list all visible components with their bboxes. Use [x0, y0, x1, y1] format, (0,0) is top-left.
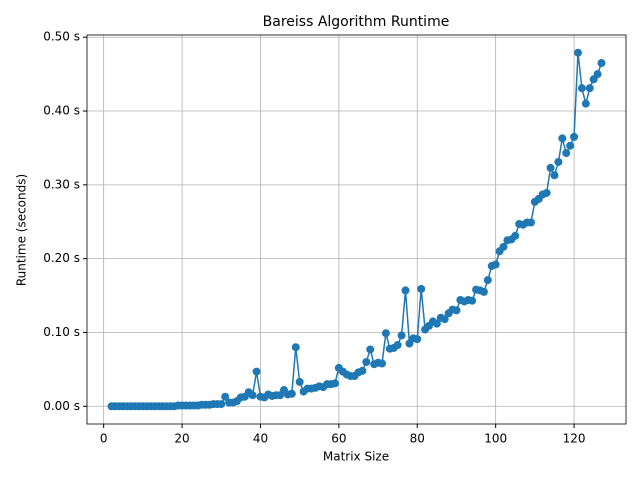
data-point	[585, 84, 594, 93]
data-point	[432, 319, 441, 328]
y-tick-label: 0.50 s	[43, 30, 80, 44]
data-point	[452, 306, 461, 315]
x-tick-label: 20	[174, 432, 189, 446]
data-point	[581, 99, 590, 108]
data-point	[483, 276, 492, 285]
y-tick-label: 0.10 s	[43, 325, 80, 339]
data-point	[330, 379, 339, 388]
data-point	[573, 48, 582, 57]
y-tick-label: 0.00 s	[43, 399, 80, 413]
y-tick-label: 0.30 s	[43, 177, 80, 191]
data-point	[397, 331, 406, 340]
data-point	[440, 315, 449, 324]
x-tick-label: 40	[253, 432, 268, 446]
data-point	[366, 345, 375, 354]
data-point	[362, 357, 371, 366]
data-point	[393, 341, 402, 350]
data-point	[491, 260, 500, 269]
data-point	[358, 366, 367, 375]
data-point	[287, 389, 296, 398]
data-point	[550, 171, 559, 180]
data-point	[468, 296, 477, 305]
data-point	[295, 377, 304, 386]
data-point	[381, 329, 390, 338]
data-point	[248, 391, 257, 400]
data-point	[562, 149, 571, 158]
x-tick-label: 60	[331, 432, 346, 446]
data-point	[511, 231, 520, 240]
data-point	[499, 242, 508, 251]
data-point	[401, 286, 410, 295]
data-point	[417, 284, 426, 293]
plot-frame	[86, 34, 627, 425]
data-point	[217, 400, 226, 409]
y-tick-label: 0.20 s	[43, 251, 80, 265]
data-point	[597, 59, 606, 68]
y-axis-label: Runtime (seconds)	[15, 174, 29, 286]
data-point	[558, 134, 567, 143]
data-point	[542, 188, 551, 197]
data-point	[291, 343, 300, 352]
x-tick-label: 0	[100, 432, 108, 446]
y-tick-label: 0.40 s	[43, 104, 80, 118]
data-point	[413, 335, 422, 344]
x-tick-label: 100	[484, 432, 507, 446]
data-point	[479, 287, 488, 296]
data-point	[252, 367, 261, 376]
data-point	[554, 157, 563, 166]
data-point	[221, 392, 230, 401]
x-tick-label: 80	[410, 432, 425, 446]
x-tick-label: 120	[563, 432, 586, 446]
x-axis-label: Matrix Size	[323, 450, 389, 464]
data-point	[526, 218, 535, 227]
data-point	[577, 84, 586, 93]
data-point	[566, 141, 575, 150]
chart-title: Bareiss Algorithm Runtime	[263, 14, 450, 30]
data-point	[593, 70, 602, 79]
data-point	[377, 359, 386, 368]
data-point	[570, 132, 579, 141]
data-point	[546, 163, 555, 172]
